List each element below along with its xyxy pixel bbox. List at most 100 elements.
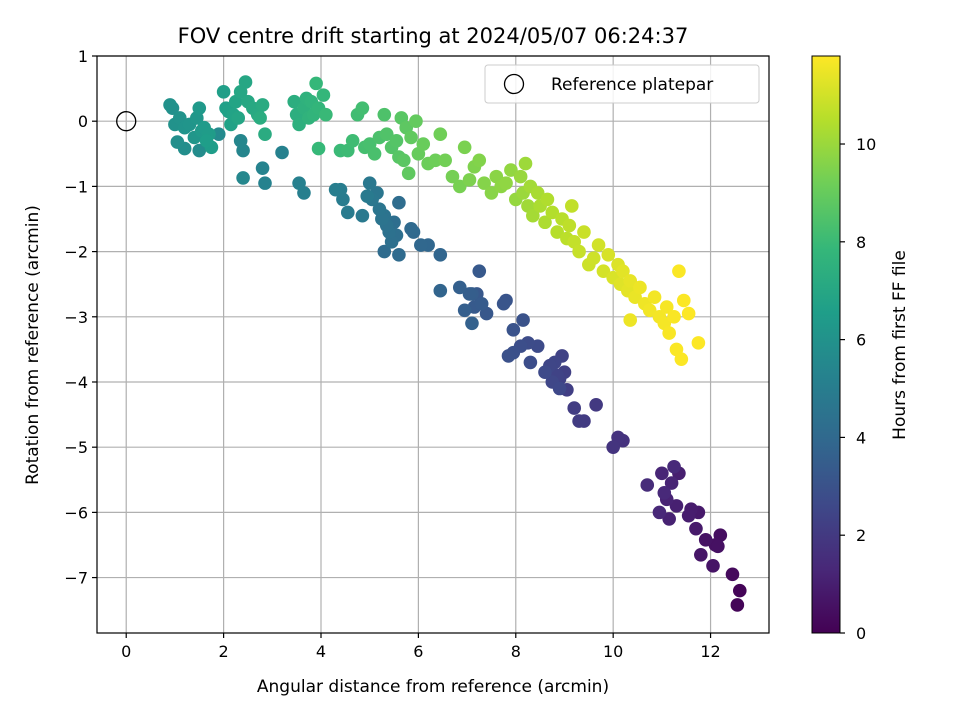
data-point xyxy=(596,264,611,278)
legend-frame xyxy=(484,64,760,104)
data-point xyxy=(540,192,555,207)
data-point xyxy=(550,225,564,239)
data-point xyxy=(255,161,270,175)
y-axis-ticks: 1 0 −1 −2 −3 −4 −5 −6 −7 xyxy=(64,47,97,588)
legend-marker-icon xyxy=(503,73,525,95)
reference-marker xyxy=(116,111,137,132)
data-point xyxy=(523,355,538,370)
x-axis-title: Angular distance from reference (arcmin) xyxy=(257,677,609,697)
data-point xyxy=(501,349,516,363)
data-point xyxy=(655,466,669,481)
data-point xyxy=(309,76,323,91)
data-point xyxy=(667,459,681,474)
data-point xyxy=(691,336,706,350)
data-point xyxy=(606,440,620,454)
data-point xyxy=(452,280,467,295)
data-point xyxy=(616,264,630,278)
colorbar-tick-label: 4 xyxy=(856,428,866,447)
data-point xyxy=(664,476,679,490)
data-point xyxy=(499,176,513,190)
data-point xyxy=(652,505,667,520)
data-point xyxy=(526,208,540,223)
data-point xyxy=(258,176,272,190)
data-point xyxy=(465,316,479,331)
data-point xyxy=(730,598,745,612)
data-point xyxy=(231,111,246,125)
data-point xyxy=(662,326,676,340)
chart-title: FOV centre drift starting at 2024/05/07 … xyxy=(178,24,689,48)
data-point xyxy=(640,478,655,492)
data-point xyxy=(496,296,511,311)
data-point xyxy=(170,135,185,149)
data-point xyxy=(287,94,302,109)
data-point xyxy=(698,532,713,547)
data-point xyxy=(659,300,674,314)
data-point xyxy=(623,313,638,327)
data-point xyxy=(355,101,370,115)
data-point xyxy=(672,264,686,278)
data-point xyxy=(567,401,582,415)
data-point xyxy=(725,567,740,582)
data-point xyxy=(518,156,533,171)
data-point xyxy=(572,414,586,428)
data-point xyxy=(389,133,404,148)
data-point xyxy=(433,127,448,142)
data-point xyxy=(372,202,387,217)
data-point xyxy=(472,153,487,168)
data-point xyxy=(199,133,214,148)
data-point xyxy=(681,306,696,321)
y-tick-label: −2 xyxy=(64,243,88,262)
data-point xyxy=(506,323,521,337)
colorbar-tick-label: 10 xyxy=(856,135,876,154)
legend-label: Reference platepar xyxy=(551,75,713,95)
colorbar-tick-label: 0 xyxy=(856,624,866,643)
data-point xyxy=(694,547,708,562)
data-point xyxy=(292,176,306,190)
data-point xyxy=(236,171,250,185)
data-point xyxy=(472,264,487,278)
data-point xyxy=(362,176,377,190)
data-point xyxy=(404,221,418,236)
data-point xyxy=(513,169,528,184)
data-point xyxy=(316,88,331,102)
plot-frame xyxy=(96,55,770,634)
data-point xyxy=(416,137,431,151)
data-point xyxy=(623,274,638,288)
colorbar-gradient xyxy=(811,55,841,634)
data-point xyxy=(377,107,392,122)
data-point xyxy=(233,133,248,148)
data-point xyxy=(392,195,406,210)
data-point xyxy=(340,205,355,220)
data-point xyxy=(216,85,231,99)
data-point xyxy=(647,290,662,305)
data-point xyxy=(462,287,477,301)
data-point xyxy=(192,143,207,158)
data-point xyxy=(377,244,392,259)
data-point xyxy=(258,127,272,142)
colorbar-tick-label: 8 xyxy=(856,233,866,252)
data-point xyxy=(457,303,472,318)
y-tick-label: 0 xyxy=(78,112,88,131)
data-point xyxy=(328,182,343,197)
data-point xyxy=(474,296,489,311)
x-tick-label: 6 xyxy=(413,642,423,661)
data-points xyxy=(163,75,747,612)
data-point xyxy=(445,169,460,184)
x-axis-ticks: 0 2 4 6 8 10 12 xyxy=(121,633,721,661)
data-point xyxy=(633,280,647,295)
data-point xyxy=(253,111,267,125)
data-point xyxy=(689,521,703,536)
data-point xyxy=(477,176,491,190)
data-point xyxy=(657,486,672,500)
y-tick-label: −7 xyxy=(64,569,88,588)
y-tick-label: −6 xyxy=(64,503,88,522)
y-tick-label: −1 xyxy=(64,177,88,196)
colorbar-tick-label: 2 xyxy=(856,526,866,545)
data-point xyxy=(379,127,394,142)
data-point xyxy=(676,293,691,308)
data-point xyxy=(601,248,616,262)
data-point xyxy=(433,283,448,298)
y-tick-label: −5 xyxy=(64,438,88,457)
data-point xyxy=(409,114,423,128)
data-point xyxy=(404,130,418,145)
